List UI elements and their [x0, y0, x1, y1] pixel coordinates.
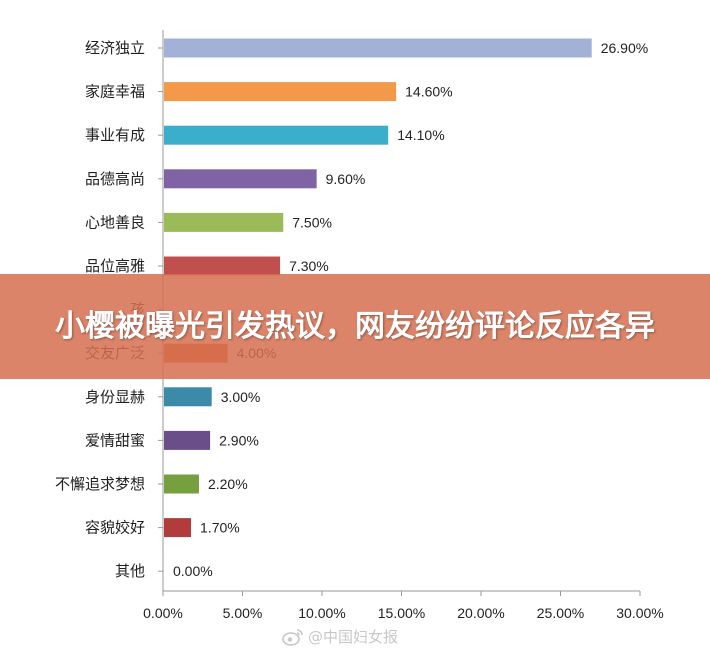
data-label: 14.60%	[405, 84, 452, 100]
bar	[164, 212, 284, 232]
category-label: 家庭幸福	[85, 83, 145, 101]
x-tick-label: 15.00%	[378, 605, 425, 621]
bar	[164, 82, 397, 102]
data-label: 2.90%	[219, 432, 259, 448]
bar	[164, 125, 389, 145]
bar	[164, 387, 212, 407]
category-label: 容貌姣好	[85, 519, 145, 537]
x-tick-label: 5.00%	[223, 605, 263, 621]
x-tick-label: 10.00%	[298, 605, 345, 621]
category-label: 不懈追求梦想	[55, 475, 145, 493]
data-label: 3.00%	[221, 389, 261, 405]
bar	[164, 430, 211, 450]
bar	[164, 169, 317, 189]
bar	[164, 256, 281, 276]
data-label: 2.20%	[208, 476, 248, 492]
x-tick-label: 0.00%	[143, 605, 183, 621]
data-label: 7.30%	[289, 258, 329, 274]
headline-title: 小樱被曝光引发热议，网友纷纷评论反应各异	[55, 308, 655, 344]
weibo-icon	[282, 628, 303, 646]
category-label: 事业有成	[85, 126, 145, 144]
category-label: 身份显赫	[85, 388, 145, 406]
category-label: 心地善良	[85, 213, 145, 231]
data-label: 0.00%	[173, 563, 213, 579]
data-label: 26.90%	[601, 40, 648, 56]
x-tick-label: 30.00%	[616, 605, 663, 621]
headline-banner: 小樱被曝光引发热议，网友纷纷评论反应各异	[0, 274, 710, 379]
category-label: 品德高尚	[85, 170, 145, 188]
category-label: 品位高雅	[85, 257, 145, 275]
data-label: 14.10%	[397, 127, 444, 143]
data-label: 7.50%	[292, 214, 332, 230]
category-label: 其他	[115, 562, 145, 580]
bar	[164, 474, 199, 494]
data-label: 9.60%	[326, 171, 366, 187]
data-label: 1.70%	[200, 520, 240, 536]
watermark: @中国妇女报	[282, 626, 398, 647]
bar	[164, 518, 192, 538]
bar	[164, 38, 592, 58]
x-tick-label: 25.00%	[537, 605, 584, 621]
category-label: 经济独立	[85, 39, 145, 57]
watermark-text: @中国妇女报	[308, 628, 399, 646]
category-label: 爱情甜蜜	[85, 431, 145, 449]
x-tick-label: 20.00%	[457, 605, 504, 621]
